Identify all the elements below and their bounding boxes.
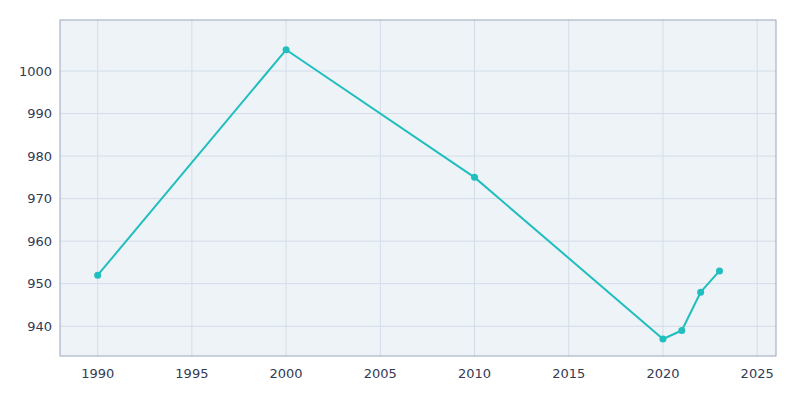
plot-frame <box>60 20 776 356</box>
point-marker <box>716 267 723 274</box>
y-grid-line <box>60 113 776 114</box>
point-marker <box>283 46 290 53</box>
x-tick-label: 2005 <box>364 366 397 381</box>
y-tick-label: 960 <box>27 234 52 249</box>
x-tick-label: 2000 <box>270 366 303 381</box>
y-tick-label: 1000 <box>19 64 52 79</box>
point-marker <box>659 335 666 342</box>
y-grid-line <box>60 241 776 242</box>
y-tick-label: 990 <box>27 106 52 121</box>
x-grid-line <box>286 20 287 356</box>
x-grid-line <box>568 20 569 356</box>
x-grid-line <box>757 20 758 356</box>
chart-container: 1990 1995 2000 2005 2010 2015 2020 2025 940 950 96… <box>0 0 800 400</box>
y-grid-line <box>60 198 776 199</box>
y-grid-line <box>60 283 776 284</box>
x-grid-line <box>662 20 663 356</box>
x-tick-label: 2025 <box>741 366 774 381</box>
y-tick-label: 970 <box>27 191 52 206</box>
series-line <box>98 50 720 339</box>
x-tick-label: 2015 <box>552 366 585 381</box>
point-marker <box>94 272 101 279</box>
grid <box>60 20 776 356</box>
x-tick-label: 1995 <box>175 366 208 381</box>
y-tick-label: 950 <box>27 276 52 291</box>
x-tick-label: 2020 <box>646 366 679 381</box>
x-grid-line <box>97 20 98 356</box>
x-tick-label: 2010 <box>458 366 491 381</box>
plot-background <box>60 20 776 356</box>
chart-svg: 1990 1995 2000 2005 2010 2015 2020 2025 940 950 96… <box>0 0 800 400</box>
point-marker <box>697 289 704 296</box>
y-grid-line <box>60 71 776 72</box>
y-tick-label: 980 <box>27 149 52 164</box>
y-tick-label: 940 <box>27 319 52 334</box>
x-tick-label: 1990 <box>81 366 114 381</box>
series-group <box>94 46 723 342</box>
point-marker <box>471 174 478 181</box>
point-marker <box>678 327 685 334</box>
x-grid-line <box>474 20 475 356</box>
x-grid-line <box>380 20 381 356</box>
y-grid-line <box>60 156 776 157</box>
y-grid-line <box>60 326 776 327</box>
x-grid-line <box>191 20 192 356</box>
